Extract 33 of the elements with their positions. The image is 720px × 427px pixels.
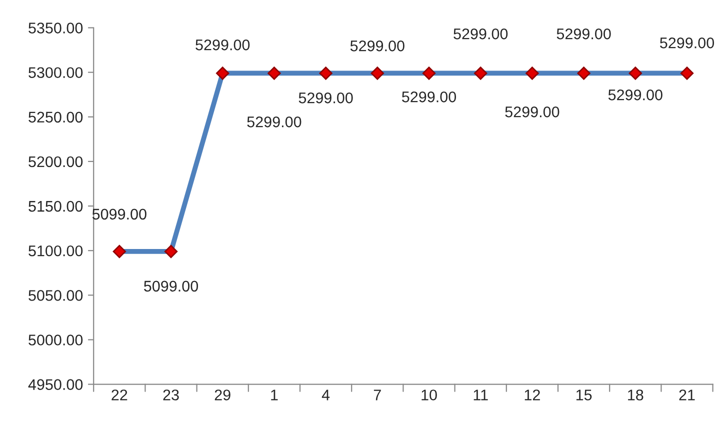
- data-label: 5299.00: [298, 92, 353, 104]
- y-tick-label: 5050.00: [28, 290, 83, 301]
- x-tick-label: 11: [474, 390, 488, 400]
- data-label: 5299.00: [247, 116, 302, 128]
- y-tick-label: 5350.00: [28, 22, 83, 34]
- y-tick-label: 5000.00: [28, 334, 83, 346]
- x-tick-label: 1: [271, 390, 278, 400]
- y-tick-label: 4950.00: [28, 379, 83, 390]
- y-tick-label: 5100.00: [28, 245, 83, 256]
- data-label: 5299.00: [556, 28, 611, 40]
- y-tick-label: 5200.00: [28, 156, 83, 168]
- x-tick-label: 29: [214, 390, 230, 400]
- x-tick-label: 15: [576, 390, 592, 400]
- x-tick-label: 23: [163, 390, 179, 400]
- x-tick-label: 10: [422, 390, 437, 400]
- x-tick-label: 18: [628, 390, 644, 400]
- data-label: 5099.00: [92, 208, 146, 220]
- x-tick-label: 12: [524, 390, 540, 400]
- data-label: 5299.00: [196, 39, 250, 50]
- x-tick-label: 21: [679, 390, 695, 400]
- y-tick-label: 5300.00: [28, 67, 83, 78]
- y-tick-label: 5250.00: [28, 112, 83, 123]
- x-tick-label: 4: [322, 390, 330, 400]
- y-tick-label: 5150.00: [28, 200, 83, 212]
- x-tick-label: 7: [374, 390, 381, 400]
- data-label: 5299.00: [402, 91, 456, 102]
- data-label: 5299.00: [505, 106, 560, 118]
- data-label: 5299.00: [608, 89, 662, 100]
- data-label: 5099.00: [144, 280, 198, 292]
- data-label: 5299.00: [454, 28, 508, 40]
- x-tick-label: 22: [112, 390, 128, 400]
- data-label: 5299.00: [350, 40, 404, 52]
- data-label: 5299.00: [660, 37, 714, 48]
